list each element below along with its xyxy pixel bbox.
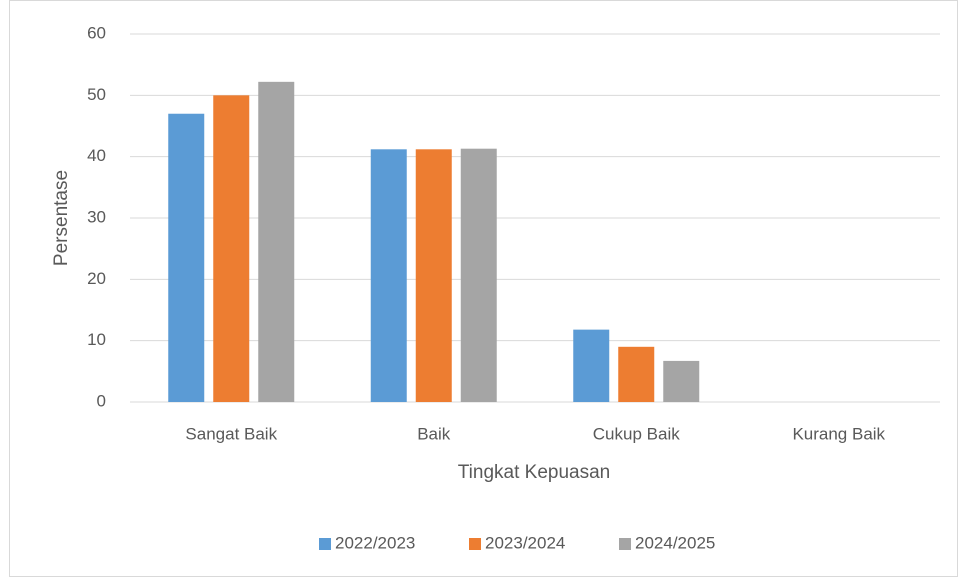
x-tick-label: Kurang Baik xyxy=(792,424,885,443)
bar xyxy=(460,148,497,402)
bar xyxy=(618,346,655,402)
y-axis-title: Persentase xyxy=(51,170,72,266)
legend-label: 2022/2023 xyxy=(335,533,415,552)
bar xyxy=(573,329,610,402)
y-tick-label: 50 xyxy=(87,85,106,104)
y-tick-label: 20 xyxy=(87,269,106,288)
bar xyxy=(168,113,205,402)
legend-swatch xyxy=(319,538,331,550)
y-tick-label: 10 xyxy=(87,330,106,349)
y-tick-label: 30 xyxy=(87,207,106,226)
x-tick-label: Baik xyxy=(417,424,451,443)
x-axis-title: Tingkat Kepuasan xyxy=(458,462,610,483)
x-tick-label: Sangat Baik xyxy=(185,424,277,443)
bar xyxy=(415,149,452,402)
y-tick-label: 0 xyxy=(97,391,106,410)
bar xyxy=(213,95,250,402)
legend-label: 2024/2025 xyxy=(635,533,715,552)
legend-swatch xyxy=(469,538,481,550)
bar xyxy=(370,149,407,402)
legend-swatch xyxy=(619,538,631,550)
legend-label: 2023/2024 xyxy=(485,533,565,552)
y-tick-label: 60 xyxy=(87,23,106,42)
bar xyxy=(258,81,295,402)
y-tick-label: 40 xyxy=(87,146,106,165)
bar xyxy=(663,360,700,402)
x-tick-label: Cukup Baik xyxy=(593,424,680,443)
